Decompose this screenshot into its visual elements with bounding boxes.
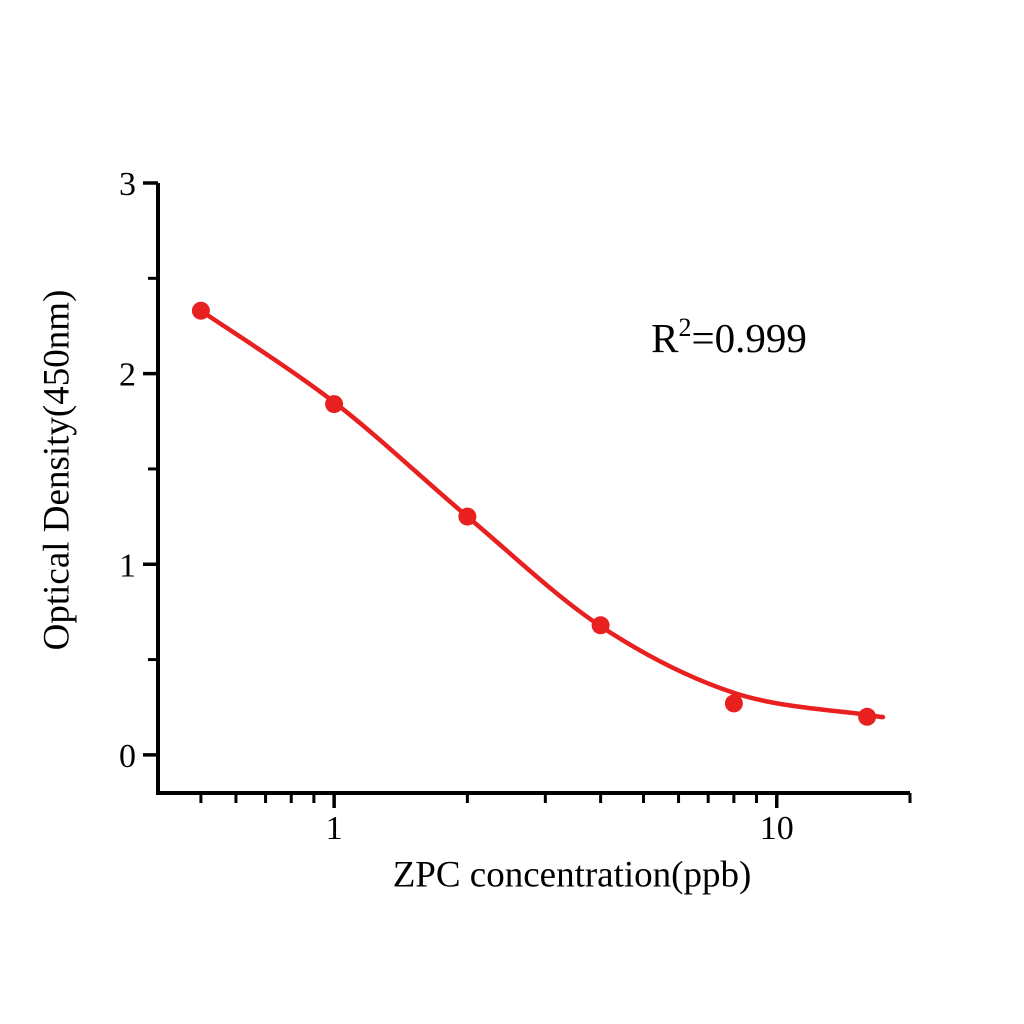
data-point bbox=[858, 707, 877, 726]
fit-curve bbox=[198, 308, 886, 720]
y-axis-tick-label: 0 bbox=[119, 738, 136, 775]
data-point bbox=[191, 301, 210, 320]
data-point bbox=[458, 507, 477, 526]
data-point bbox=[325, 395, 344, 414]
x-axis-title: ZPC concentration(ppb) bbox=[392, 854, 752, 896]
annotation-value: =0.999 bbox=[691, 315, 807, 361]
y-axis-tick-label: 1 bbox=[119, 547, 136, 584]
x-axis-tick-label: 1 bbox=[326, 810, 343, 847]
annotation-base: R bbox=[651, 315, 679, 361]
y-axis-tick-label: 3 bbox=[119, 166, 136, 203]
data-point bbox=[724, 694, 743, 713]
r-squared-annotation: R2=0.999 bbox=[651, 314, 807, 362]
y-axis-title: Optical Density(450nm) bbox=[36, 289, 78, 651]
axis-spines bbox=[156, 183, 910, 795]
x-axis-tick-label: 10 bbox=[760, 810, 794, 847]
data-point bbox=[591, 616, 610, 635]
y-axis-tick-label: 2 bbox=[119, 357, 136, 394]
annotation-superscript: 2 bbox=[678, 313, 692, 342]
